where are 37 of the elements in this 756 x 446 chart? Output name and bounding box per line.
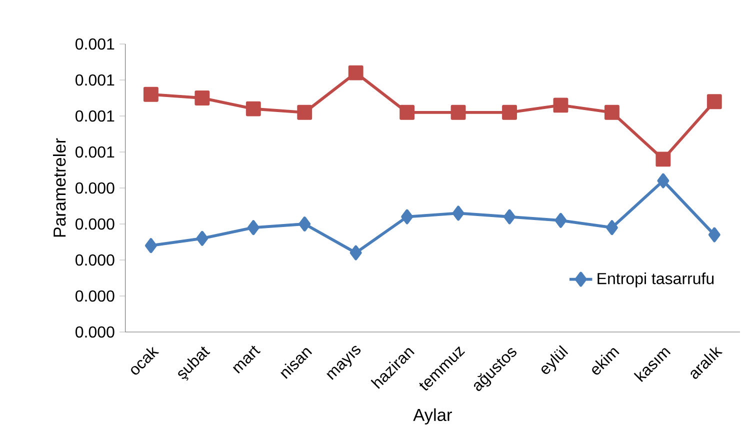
point bbox=[401, 209, 414, 224]
point bbox=[452, 206, 464, 221]
point bbox=[298, 216, 311, 232]
y-tick-label: 0.000 bbox=[76, 254, 114, 266]
y-tick-label: 0.001 bbox=[76, 110, 114, 122]
x-axis-title: Aylar bbox=[413, 408, 452, 424]
point bbox=[143, 86, 158, 102]
x-tick-label: ekim bbox=[592, 348, 620, 375]
y-tick-label: 0.000 bbox=[76, 326, 114, 338]
point bbox=[400, 104, 415, 120]
point bbox=[247, 220, 260, 236]
point bbox=[144, 238, 157, 254]
point bbox=[502, 104, 517, 120]
point bbox=[657, 173, 670, 188]
y-tick-label: 0.000 bbox=[76, 290, 114, 302]
y-tick-label: 0.001 bbox=[76, 146, 114, 158]
point bbox=[194, 90, 210, 106]
point bbox=[708, 227, 720, 242]
point bbox=[450, 104, 466, 120]
point bbox=[553, 98, 568, 113]
point bbox=[246, 101, 261, 116]
point bbox=[350, 245, 362, 260]
point bbox=[554, 212, 567, 228]
legend-label: Entropi tasarrufu bbox=[598, 272, 714, 288]
y-tick-label: 0.000 bbox=[76, 182, 114, 194]
point bbox=[604, 104, 620, 120]
y-tick-label: 0.001 bbox=[76, 38, 114, 50]
point bbox=[706, 94, 722, 110]
y-tick-label: 0.000 bbox=[76, 218, 114, 230]
point bbox=[656, 152, 671, 167]
y-axis-title: Parametreler bbox=[53, 138, 66, 237]
point bbox=[606, 220, 618, 236]
point bbox=[348, 65, 364, 80]
point bbox=[196, 230, 208, 246]
point bbox=[297, 104, 312, 120]
point bbox=[504, 209, 516, 224]
y-tick-label: 0.001 bbox=[76, 74, 114, 86]
